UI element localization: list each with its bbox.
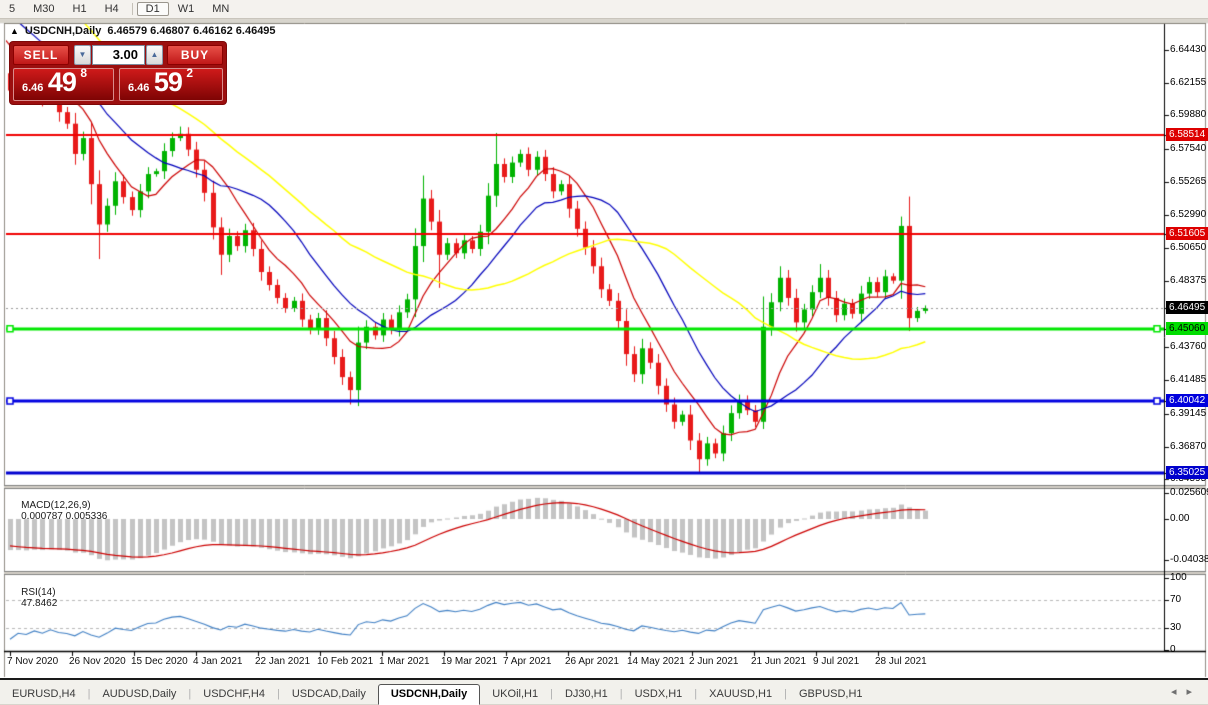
rsi-axis-label: 30 (1170, 622, 1182, 634)
sell-button[interactable]: SELL (13, 45, 69, 65)
date-axis-label: 7 Apr 2021 (503, 656, 552, 667)
price-axis-label: 6.62155 (1170, 76, 1207, 88)
date-axis-label: 28 Jul 2021 (875, 656, 927, 667)
price-level-badge: 6.58514 (1166, 128, 1208, 141)
chart-tab-audusd[interactable]: AUDUSD,Daily (102, 688, 177, 700)
chart-tab-usdcad[interactable]: USDCAD,Daily (291, 688, 366, 700)
chart-tab-usdchf[interactable]: USDCHF,H4 (203, 688, 265, 700)
chart-tab-eurusd[interactable]: EURUSD,H4 (12, 688, 76, 700)
macd-indicator-values: 0.000787 0.005336 (21, 511, 108, 522)
chart-title: ▲ USDCNH,Daily 6.46579 6.46807 6.46162 6… (10, 25, 276, 37)
macd-axis-label: -0.04038 (1170, 553, 1208, 565)
date-axis-label: 21 Jun 2021 (751, 656, 807, 667)
price-level-badge: 6.35025 (1166, 466, 1208, 480)
ask-price-display[interactable]: 6.46 59 2 (119, 66, 223, 101)
chart-tab-usdcnh[interactable]: USDCNH,Daily (377, 684, 481, 705)
macd-indicator-name: MACD(12,26,9) (21, 500, 91, 511)
price-axis-label: 6.41485 (1170, 374, 1207, 386)
macd-axis-label: 0.025609 (1170, 487, 1208, 498)
volume-decrease-button[interactable]: ▼ (74, 45, 91, 65)
bid-price-sup: 8 (80, 66, 88, 80)
chart-symbol-label: USDCNH,Daily (24, 25, 102, 37)
tab-separator: | (694, 688, 698, 700)
date-axis-label: 26 Apr 2021 (565, 656, 619, 667)
chart-tab-xauusd[interactable]: XAUUSD,H1 (709, 688, 773, 700)
price-axis-label: 6.43760 (1170, 341, 1207, 353)
ask-price-sup: 2 (186, 66, 194, 80)
date-axis-label: 19 Mar 2021 (441, 656, 498, 667)
date-axis-label: 1 Mar 2021 (379, 656, 430, 667)
tab-scroll-arrows[interactable]: ◂▸ (1170, 686, 1202, 698)
tab-separator: | (550, 688, 553, 700)
date-axis-label: 7 Nov 2020 (7, 656, 59, 667)
bid-price-prefix: 6.46 (22, 82, 44, 94)
bid-price-display[interactable]: 6.46 49 8 (13, 66, 114, 101)
date-axis-label: 15 Dec 2020 (131, 656, 188, 667)
tab-separator: | (784, 688, 787, 700)
date-axis-label: 10 Feb 2021 (317, 656, 374, 667)
rsi-axis-label: 100 (1170, 572, 1187, 583)
one-click-trading-panel: SELL ▼ 3.00 ▲ BUY 6.46 49 8 6.46 59 2 (10, 42, 226, 104)
price-level-badge: 6.51605 (1166, 227, 1208, 241)
price-axis-label: 6.52990 (1170, 208, 1207, 220)
volume-input[interactable]: 3.00 (92, 45, 145, 65)
price-axis-label: 6.57540 (1170, 143, 1207, 155)
price-axis-label: 6.50650 (1170, 242, 1207, 254)
date-axis-label: 22 Jan 2021 (255, 656, 311, 667)
bid-price-big: 49 (47, 67, 77, 97)
price-axis-label: 6.55265 (1170, 175, 1207, 187)
trade-controls-row: SELL ▼ 3.00 ▲ BUY (10, 45, 226, 65)
chart-tab-gbpusd[interactable]: GBPUSD,H1 (798, 688, 863, 700)
macd-axis-label: 0.00 (1170, 513, 1190, 524)
date-axis-label: 9 Jul 2021 (813, 656, 860, 667)
tab-separator: | (277, 688, 280, 700)
price-axis-label: 6.64430 (1170, 43, 1207, 55)
tab-separator: | (619, 688, 623, 700)
ask-price-prefix: 6.46 (128, 82, 150, 94)
chart-ohlc-values: 6.46579 6.46807 6.46162 6.46495 (107, 25, 276, 37)
price-level-badge: 6.40042 (1166, 394, 1208, 408)
chart-tabs-bar: EURUSD,H4 | AUDUSD,Daily | USDCHF,H4 | USDCAD,… (0, 678, 1208, 705)
price-axis-label: 6.59880 (1170, 109, 1207, 121)
tab-separator: | (188, 688, 192, 700)
rsi-indicator-name: RSI(14) (21, 587, 56, 598)
price-level-badge: 6.46495 (1166, 301, 1208, 315)
rsi-axis-label: 0 (1170, 644, 1176, 655)
rsi-indicator-value: 47.8462 (21, 598, 58, 609)
chart-tab-usdx[interactable]: USDX,H1 (634, 688, 683, 700)
date-axis-label: 2 Jun 2021 (689, 656, 739, 667)
volume-increase-button[interactable]: ▲ (146, 45, 163, 65)
date-axis-label: 14 May 2021 (627, 656, 685, 667)
buy-button[interactable]: BUY (167, 45, 223, 65)
price-axis-label: 6.48375 (1170, 275, 1207, 286)
rsi-panel-label: RSI(14) 47.8462 (10, 576, 57, 620)
price-axis-label: 6.36870 (1170, 440, 1207, 452)
date-axis-label: 4 Jan 2021 (193, 656, 243, 667)
price-level-badge: 6.45060 (1166, 321, 1208, 335)
chart-tab-dj30[interactable]: DJ30,H1 (564, 688, 608, 700)
macd-panel-label: MACD(12,26,9) 0.000787 0.005336 (10, 489, 107, 533)
date-axis-label: 26 Nov 2020 (69, 656, 126, 667)
one-click-toggle-icon[interactable]: ▲ (10, 26, 19, 36)
tab-separator: | (87, 688, 91, 700)
rsi-axis-label: 70 (1170, 593, 1182, 605)
ask-price-big: 59 (153, 67, 183, 97)
chart-tab-ukoil[interactable]: UKOil,H1 (492, 688, 539, 700)
price-axis-label: 6.39145 (1170, 407, 1207, 419)
